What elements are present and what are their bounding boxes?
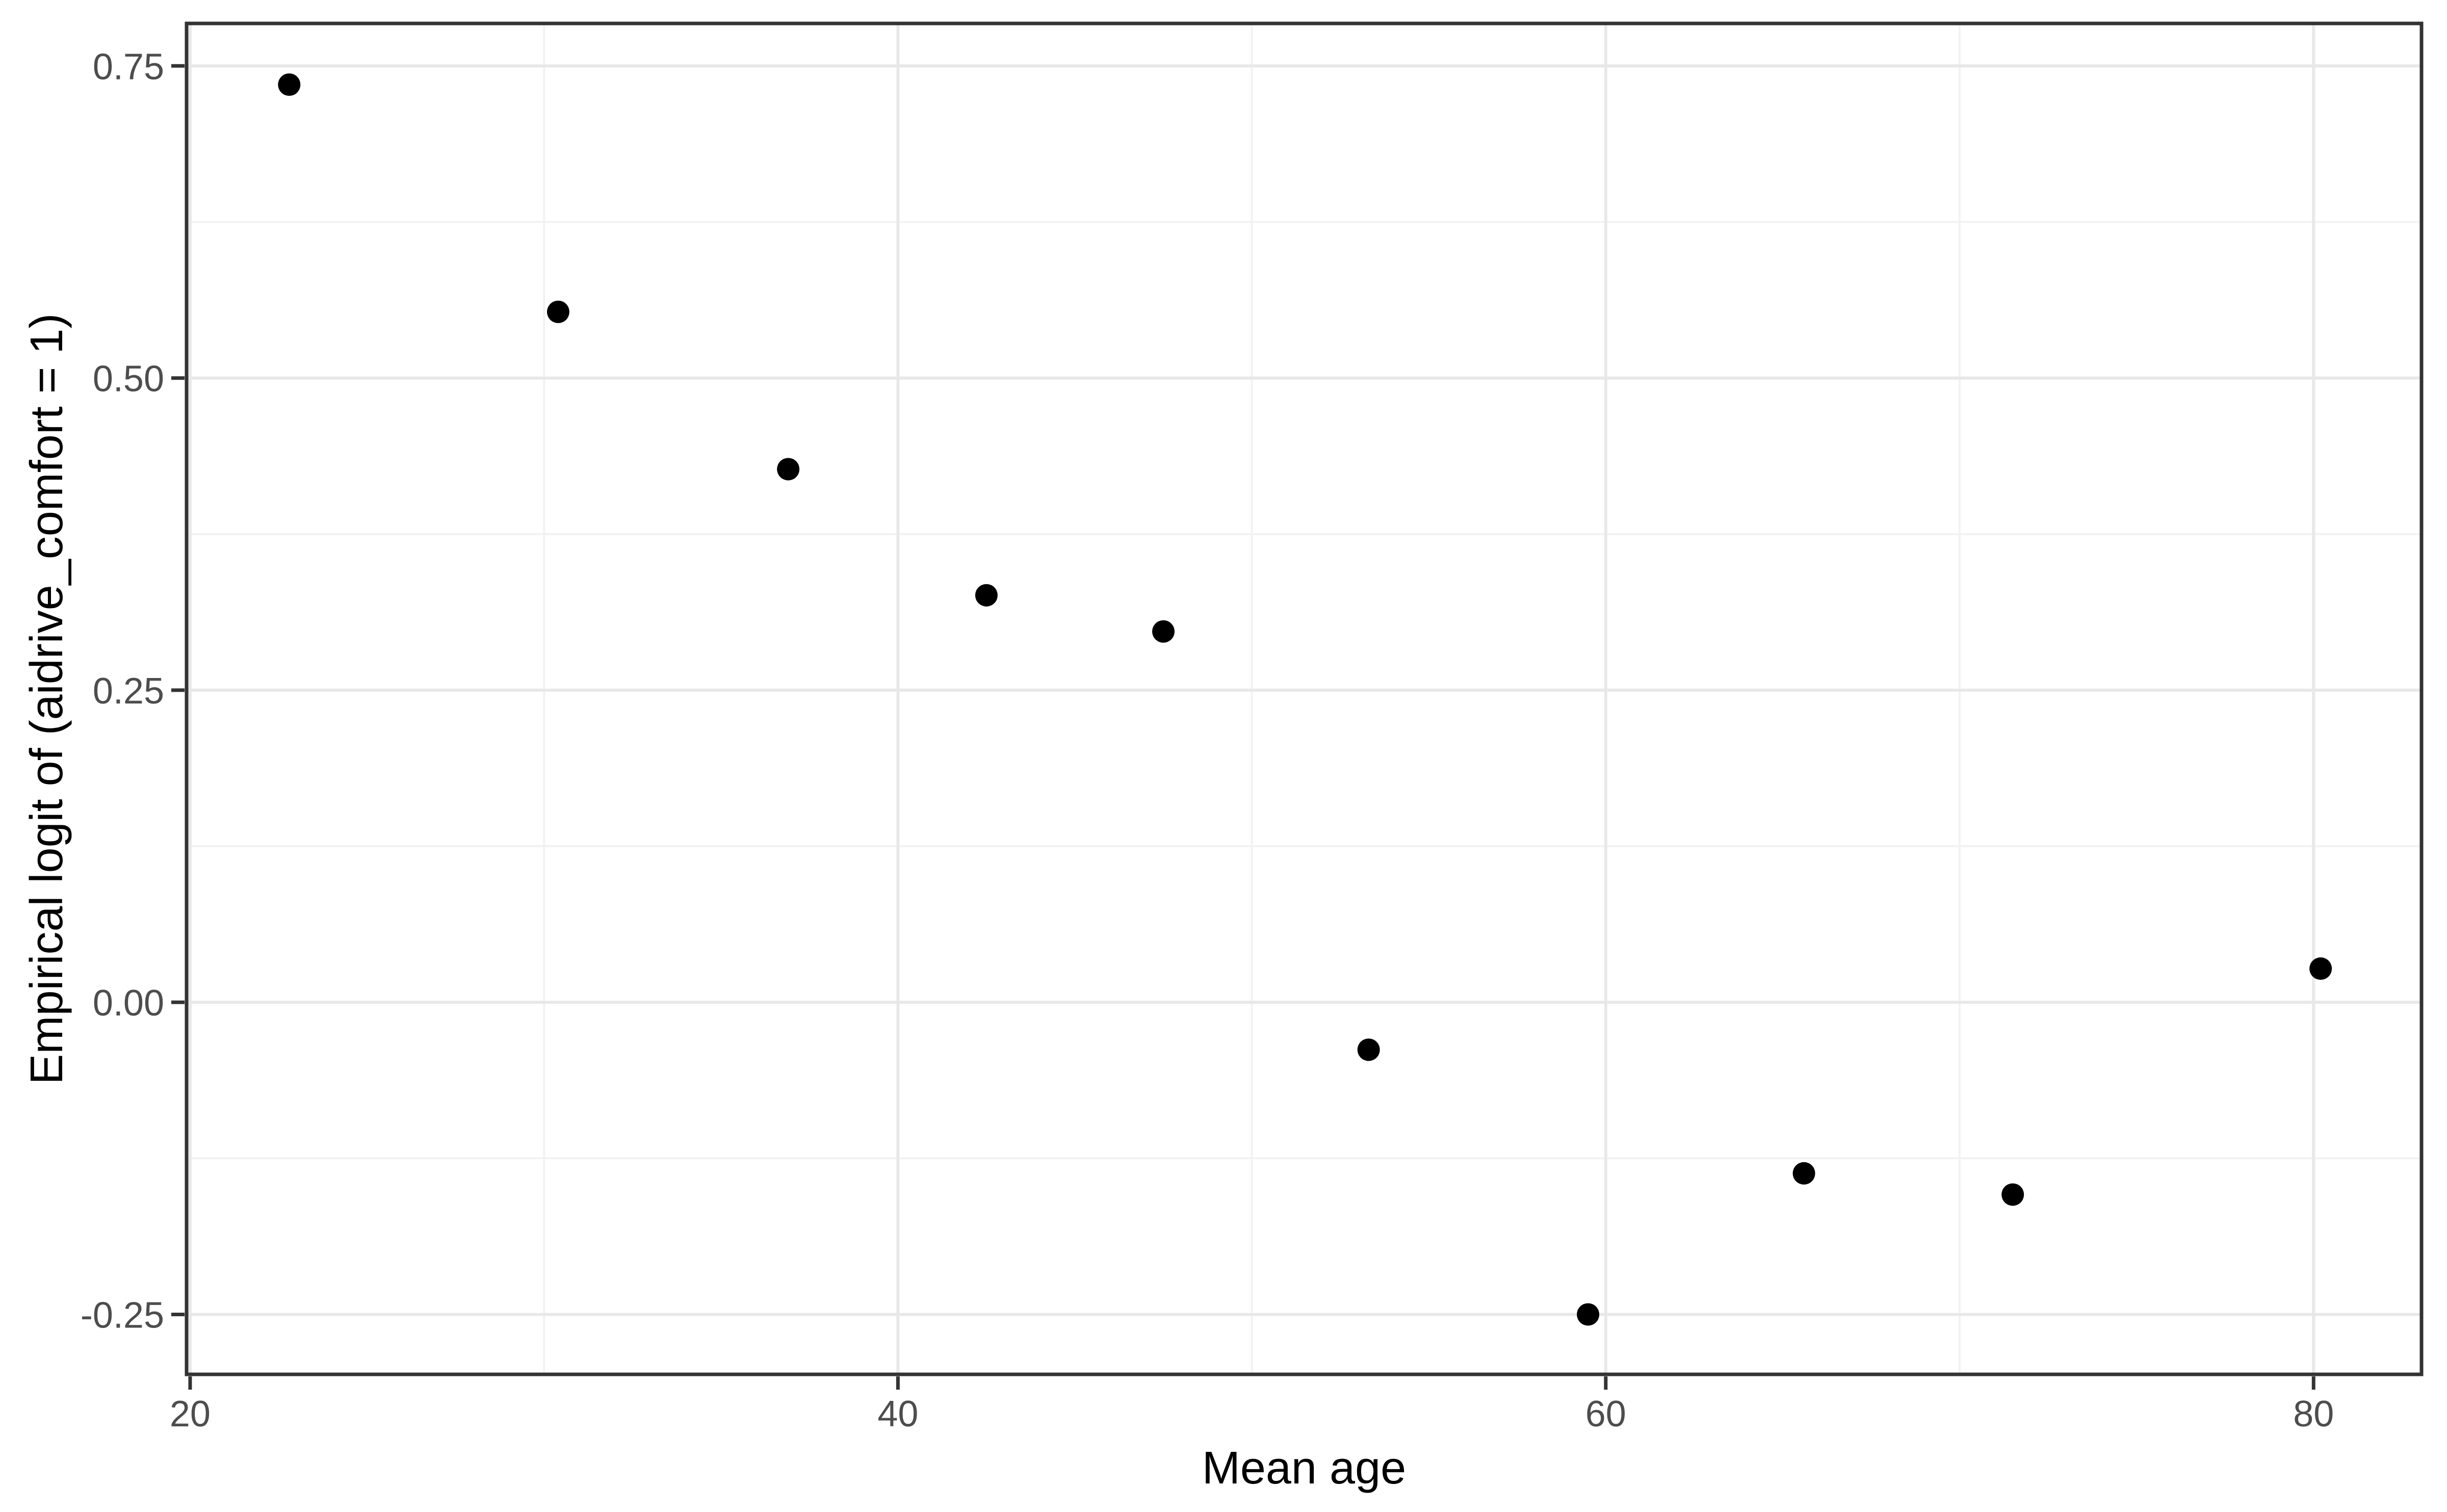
x-tick-label: 60	[1585, 1394, 1626, 1435]
data-point	[546, 300, 569, 323]
data-point	[975, 584, 998, 607]
x-axis-title: Mean age	[1202, 1443, 1407, 1494]
data-point	[1577, 1303, 1600, 1326]
x-tick-label: 20	[170, 1394, 211, 1435]
x-tick-label: 80	[2293, 1394, 2334, 1435]
x-tick-label: 40	[877, 1394, 918, 1435]
y-tick-label: 0.50	[93, 359, 164, 400]
y-tick-label: 0.25	[93, 671, 164, 712]
data-point	[1792, 1162, 1815, 1185]
y-tick-label: 0.00	[93, 983, 164, 1024]
data-point	[1152, 620, 1175, 643]
data-point	[2309, 957, 2332, 980]
data-point	[278, 73, 301, 96]
panel-border	[185, 21, 2424, 1376]
data-point	[1357, 1038, 1380, 1061]
y-axis-title: Empirical logit of (aidrive_comfort = 1)	[21, 313, 72, 1085]
y-tick-label: 0.75	[93, 46, 164, 87]
data-point	[2001, 1183, 2024, 1206]
y-tick-label: -0.25	[81, 1295, 164, 1336]
data-point	[777, 458, 800, 481]
plot-panel	[187, 23, 2422, 1374]
